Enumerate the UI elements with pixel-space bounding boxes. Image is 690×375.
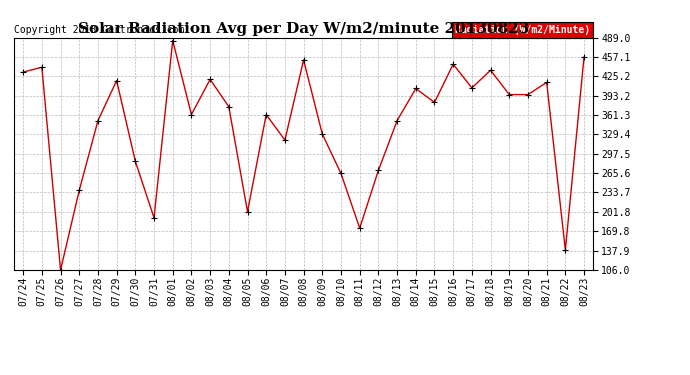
Text: Copyright 2013 Cartronics.com: Copyright 2013 Cartronics.com: [14, 25, 184, 35]
Title: Solar Radiation Avg per Day W/m2/minute 20130823: Solar Radiation Avg per Day W/m2/minute …: [78, 22, 529, 36]
Text: Radiation (W/m2/Minute): Radiation (W/m2/Minute): [455, 25, 591, 35]
